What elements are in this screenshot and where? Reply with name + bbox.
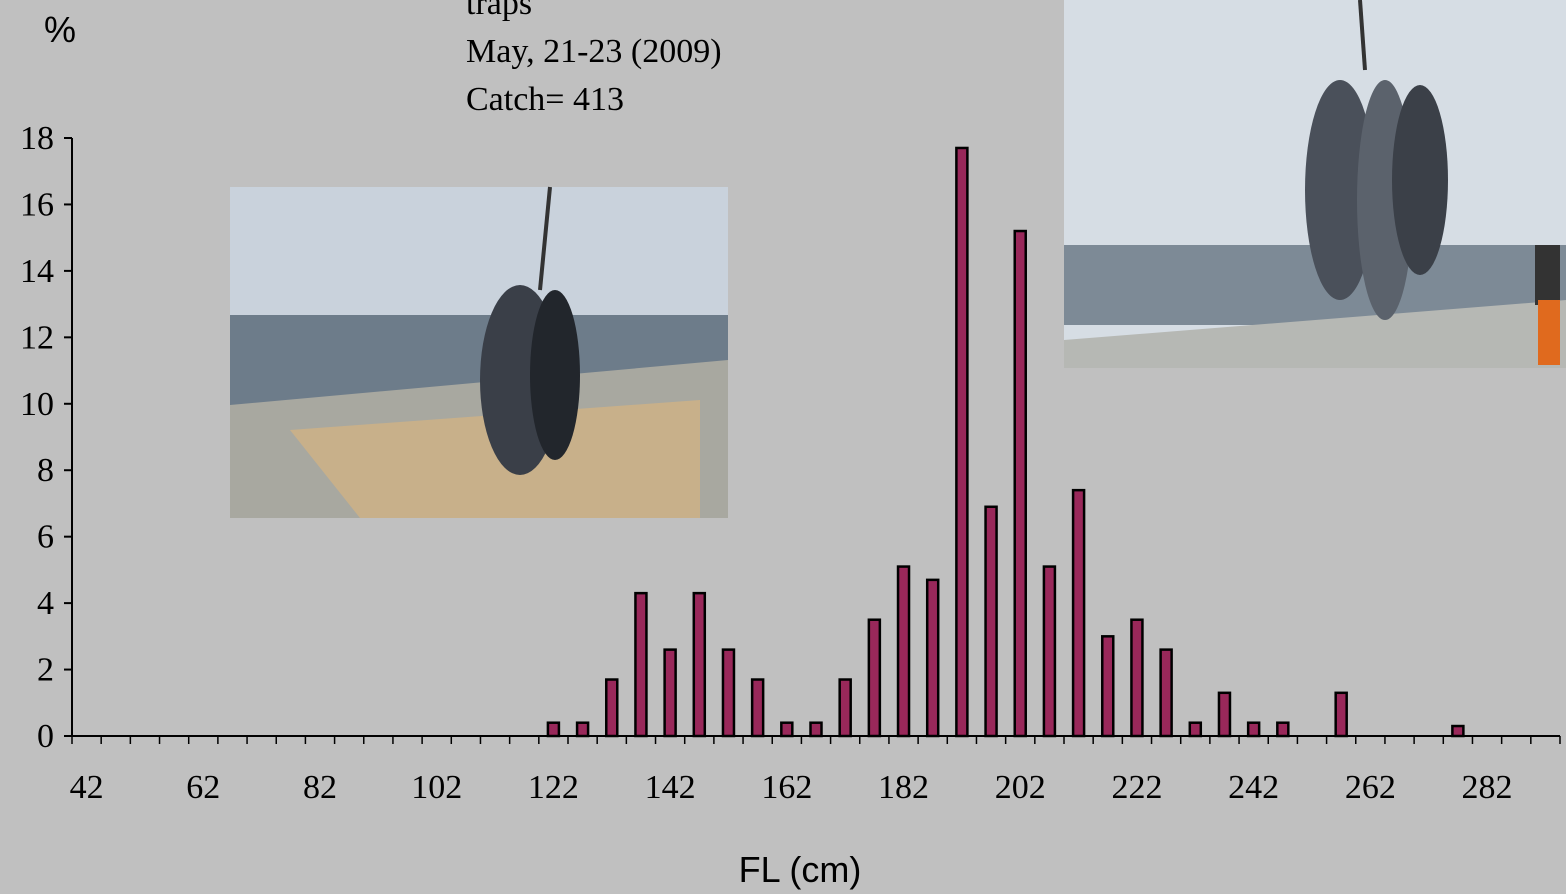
y-tick-label: 4 [37, 585, 54, 622]
x-tick-label: 182 [878, 769, 929, 806]
bar [634, 591, 648, 738]
y-tick-label: 8 [37, 452, 54, 489]
y-tick-label: 10 [20, 386, 54, 423]
x-tick-label: 82 [303, 769, 337, 806]
bar [1334, 691, 1348, 738]
x-tick-label: 142 [645, 769, 696, 806]
bar [809, 721, 823, 738]
bar [925, 578, 940, 738]
x-tick-label: 42 [70, 769, 104, 806]
x-tick-label: 222 [1111, 769, 1162, 806]
bar [1276, 721, 1290, 738]
x-tick-label: 102 [411, 769, 462, 806]
y-tick-label: 2 [37, 652, 54, 689]
x-tick-label: 282 [1462, 769, 1513, 806]
y-tick-label: 0 [37, 718, 54, 755]
bar [1188, 721, 1203, 738]
bar [1159, 648, 1173, 738]
x-tick-label: 262 [1345, 769, 1396, 806]
bar [984, 505, 998, 738]
x-axis-label: FL (cm) [739, 849, 862, 890]
y-tick-label: 18 [20, 120, 54, 157]
bar [663, 648, 677, 738]
y-tick-label: 14 [20, 253, 54, 290]
bar [1246, 721, 1261, 738]
bar [750, 678, 765, 738]
bar [955, 146, 969, 738]
x-tick-label: 242 [1228, 769, 1279, 806]
bar [896, 565, 911, 738]
y-tick-label: 6 [37, 519, 54, 556]
bar [1013, 229, 1027, 738]
bar [575, 721, 590, 738]
y-tick-label: 16 [20, 186, 54, 223]
photo-right [1064, 0, 1566, 368]
bar [1101, 635, 1115, 738]
bar [605, 678, 619, 738]
bar [1130, 618, 1144, 738]
bar [692, 591, 707, 738]
bar [721, 648, 736, 738]
bar [546, 721, 561, 738]
y-tick-label: 12 [20, 319, 54, 356]
bar [1042, 565, 1057, 738]
photo-left [230, 186, 728, 518]
bar [1071, 488, 1086, 738]
title-line: Catch= 413 [466, 81, 624, 118]
bar [1451, 724, 1465, 738]
title-line: May, 21-23 (2009) [466, 33, 722, 70]
x-tick-label: 122 [528, 769, 579, 806]
bar [867, 618, 882, 738]
x-tick-label: 202 [995, 769, 1046, 806]
x-tick-label: 62 [186, 769, 220, 806]
title-line: traps [466, 0, 532, 22]
x-tick-label: 162 [761, 769, 812, 806]
y-axis-label: % [44, 9, 76, 50]
bar [780, 721, 794, 738]
bar [1217, 691, 1232, 738]
bar [838, 678, 852, 738]
